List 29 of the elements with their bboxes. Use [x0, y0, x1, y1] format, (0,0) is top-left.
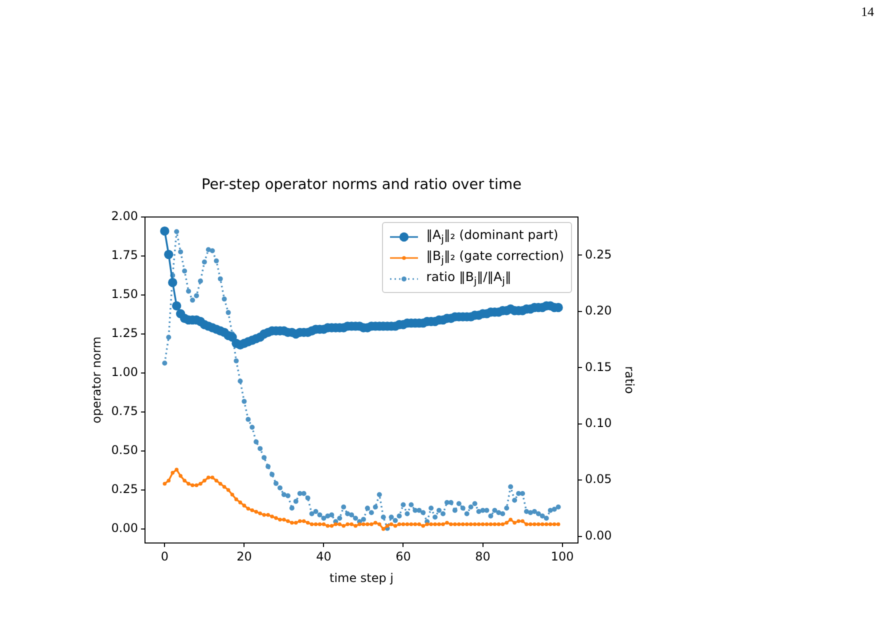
x-tick-label: 40: [316, 549, 332, 564]
y-axis-title: operator norm: [89, 336, 104, 424]
y-tick-label: 0.00: [111, 521, 138, 536]
text: 14: [861, 4, 874, 20]
y2-tick-label: 0.25: [585, 247, 612, 262]
y-tick-label: 0.25: [111, 482, 138, 496]
y2-tick-label: 0.20: [585, 304, 612, 318]
y-tick-label: 1.50: [111, 287, 138, 302]
y2-tick-label: 0.10: [585, 416, 612, 430]
x-tick-label: 80: [475, 549, 490, 564]
legend-label: ‖A$_{j}$‖₂ (dominant part): [426, 227, 558, 246]
y-tick-label: 1.00: [111, 365, 138, 380]
x-axis-title: time step j: [329, 570, 394, 585]
y-tick-label: 0.75: [111, 404, 138, 418]
y-tick-label: 2.00: [111, 209, 138, 224]
y2-axis-title: ratio: [622, 366, 637, 394]
x-tick-label: 0: [160, 549, 168, 564]
x-tick-label: 60: [396, 549, 411, 564]
legend-label: ‖B$_{j}$‖₂ (gate correction): [426, 248, 564, 267]
y-tick-label: 0.50: [111, 443, 138, 458]
x-tick-label: 100: [550, 549, 574, 564]
y-tick-label: 1.25: [111, 326, 138, 340]
x-tick-label: 20: [236, 549, 252, 564]
y-tick-label: 1.75: [111, 248, 138, 262]
chart-title: Per-step operator norms and ratio over time: [200, 177, 523, 193]
y2-tick-label: 0.00: [585, 528, 612, 542]
y2-tick-label: 0.05: [585, 472, 612, 486]
legend-label: ratio ‖B$_{j}$‖/‖A$_{j}$‖: [426, 269, 512, 288]
y2-tick-label: 0.15: [585, 360, 612, 374]
